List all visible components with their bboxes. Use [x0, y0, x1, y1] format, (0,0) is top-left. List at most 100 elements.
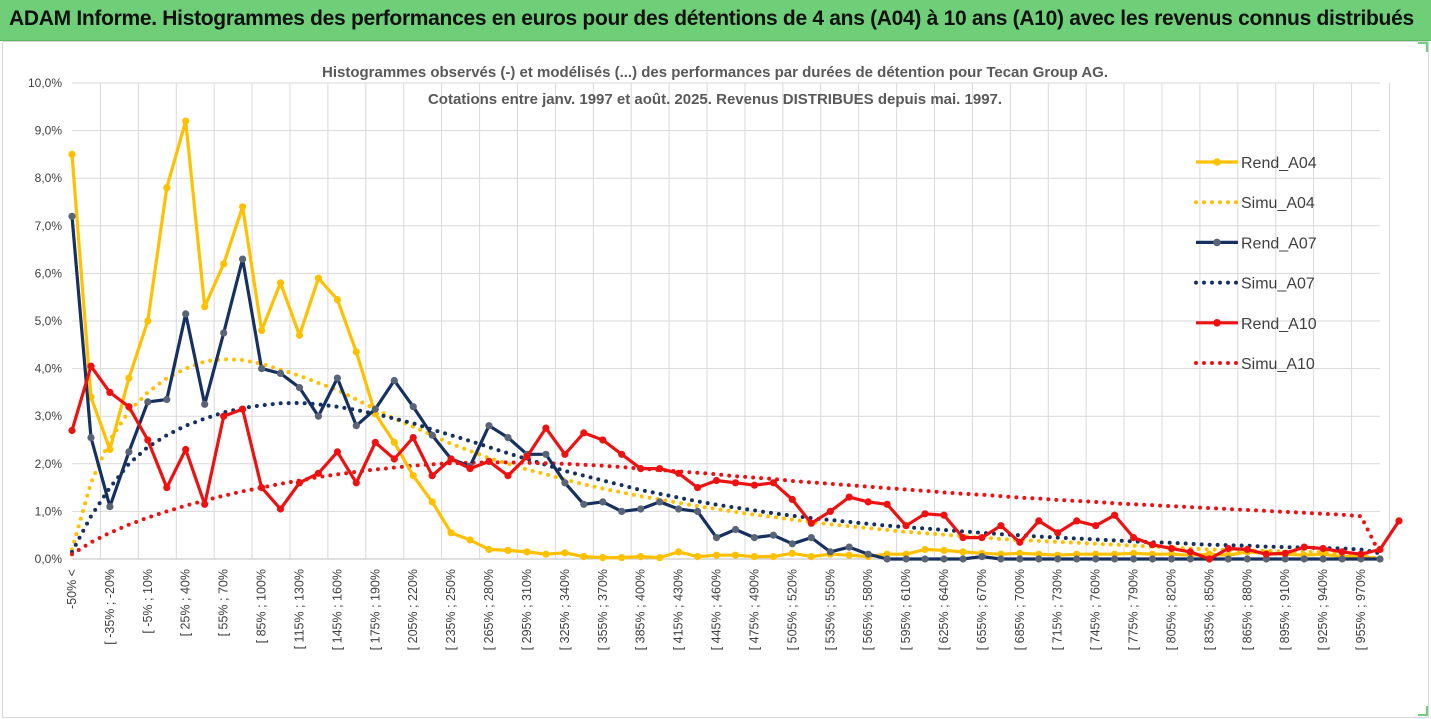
- data-point: [428, 472, 436, 480]
- data-point: [675, 505, 683, 513]
- data-point: [940, 555, 948, 563]
- data-point: [1130, 549, 1138, 557]
- data-point: [1243, 555, 1251, 563]
- data-point: [788, 495, 796, 504]
- series-simu-a04: [70, 357, 1382, 561]
- data-point: [220, 329, 228, 337]
- data-point: [220, 412, 228, 420]
- data-point: [466, 465, 474, 473]
- data-point: [144, 436, 152, 444]
- x-tick-label: [ 85% ; 100%: [255, 569, 269, 643]
- y-axis-ticks: 0,0% 1,0% 2,0% 3,0% 4,0% 5,0% 6,0% 7,0% 8,0% 9,0%…: [28, 76, 62, 566]
- x-tick-label: [ 685% ; 700%: [1013, 569, 1027, 650]
- x-tick-label: [ 445% ; 460%: [710, 569, 724, 650]
- data-point: [542, 424, 550, 432]
- data-point: [1338, 548, 1346, 556]
- y-tick-label: 8,0%: [35, 171, 63, 185]
- data-point: [807, 553, 815, 561]
- data-point: [1281, 555, 1289, 563]
- data-point: [807, 534, 815, 542]
- data-point: [333, 296, 341, 304]
- data-point: [1300, 543, 1308, 551]
- legend-label: Simu_A04: [1241, 195, 1315, 212]
- data-point: [163, 395, 171, 404]
- data-point: [1395, 517, 1403, 525]
- x-tick-label: [ 235% ; 250%: [444, 569, 458, 650]
- data-point: [182, 310, 190, 318]
- data-point: [712, 551, 721, 559]
- data-point: [1054, 529, 1062, 537]
- data-point: [239, 255, 247, 263]
- x-tick-label: [ 475% ; 490%: [747, 569, 761, 650]
- data-point: [1224, 544, 1232, 553]
- x-tick-label: [ -35% ; -20%: [103, 569, 117, 645]
- x-tick-label: [ 145% ; 160%: [330, 569, 344, 650]
- data-point: [656, 498, 664, 506]
- data-point: [504, 546, 512, 555]
- series-rend-a07: [68, 212, 1384, 563]
- x-tick-label: [ 535% ; 550%: [823, 569, 837, 650]
- data-point: [580, 553, 588, 561]
- data-point: [220, 260, 228, 268]
- data-point: [68, 212, 76, 220]
- data-point: [769, 531, 778, 539]
- data-point: [618, 507, 626, 515]
- data-point: [807, 519, 815, 527]
- data-point: [258, 326, 266, 335]
- data-point: [750, 553, 759, 561]
- data-point: [1205, 555, 1213, 563]
- data-point: [295, 331, 304, 339]
- data-point: [125, 374, 133, 382]
- data-point: [694, 484, 702, 492]
- data-point: [466, 536, 474, 544]
- data-point: [1357, 550, 1365, 558]
- data-point: [864, 550, 872, 558]
- x-tick-label: [ -5% ; 10%: [141, 569, 155, 634]
- x-tick-label: [ 325% ; 340%: [558, 569, 572, 650]
- chart-series: [68, 117, 1403, 563]
- data-point: [959, 555, 967, 563]
- data-point: [428, 498, 436, 506]
- data-point: [618, 554, 626, 562]
- data-point: [504, 472, 512, 480]
- data-point: [637, 505, 645, 513]
- series-line: [70, 216, 1380, 561]
- legend-label: Simu_A07: [1241, 276, 1315, 293]
- data-point: [1186, 548, 1194, 556]
- data-point: [163, 184, 171, 192]
- data-point: [694, 507, 702, 515]
- data-point: [106, 388, 114, 396]
- data-point: [1130, 555, 1138, 563]
- x-tick-label: [ 865% ; 880%: [1240, 569, 1254, 650]
- data-point: [731, 551, 740, 559]
- x-tick-label: [ 55% ; 70%: [217, 569, 231, 636]
- series-rend-a04: [68, 117, 1384, 563]
- legend-item-rend-a07: Rend_A07: [1196, 235, 1317, 252]
- data-point: [1073, 555, 1081, 563]
- data-point: [182, 445, 190, 454]
- data-point: [637, 553, 645, 561]
- banner-title: ADAM Informe. Histogrammes des performan…: [9, 7, 1414, 30]
- series-line: [70, 400, 1382, 556]
- data-point: [561, 479, 569, 487]
- legend-marker: [1213, 238, 1221, 247]
- legend-label: Rend_A04: [1241, 155, 1317, 172]
- y-tick-label: 2,0%: [35, 457, 63, 471]
- data-point: [1338, 555, 1346, 563]
- data-point: [1148, 555, 1157, 563]
- series-rend-a10: [68, 362, 1403, 563]
- x-tick-label: [ 925% ; 940%: [1316, 569, 1330, 650]
- data-point: [618, 450, 626, 458]
- data-point: [504, 434, 512, 442]
- data-point: [295, 479, 304, 487]
- legend-item-rend-a04: Rend_A04: [1196, 155, 1317, 172]
- data-point: [371, 405, 379, 413]
- data-point: [314, 469, 322, 477]
- x-tick-label: [ 715% ; 730%: [1051, 569, 1065, 650]
- chart-legend: Rend_A04 Simu_A04 Rend_A07 Simu_A07 Rend_A10…: [1194, 155, 1317, 373]
- data-point: [1016, 538, 1024, 546]
- data-point: [144, 317, 152, 325]
- data-point: [239, 203, 247, 211]
- data-point: [485, 545, 493, 554]
- y-tick-label: 9,0%: [35, 124, 63, 138]
